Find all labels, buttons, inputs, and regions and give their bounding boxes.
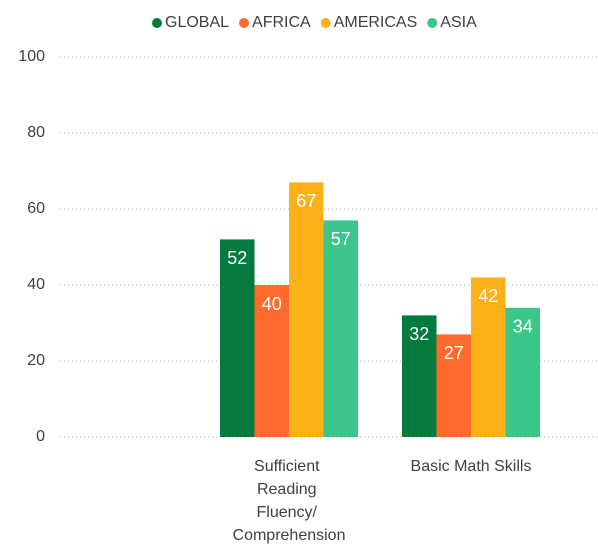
bar <box>471 277 506 437</box>
legend-marker <box>152 18 162 28</box>
y-tick-label: 0 <box>36 428 45 445</box>
value-label: 52 <box>227 248 247 268</box>
y-tick-label: 20 <box>27 352 45 369</box>
value-label: 32 <box>409 324 429 344</box>
legend-marker <box>239 18 250 28</box>
bar <box>402 315 437 437</box>
y-tick-label: 100 <box>18 48 45 65</box>
bar <box>254 285 289 437</box>
legend-label: AMERICAS <box>334 14 418 31</box>
value-label: 67 <box>296 191 316 211</box>
bar <box>505 307 540 437</box>
bar <box>220 239 255 437</box>
value-label: 42 <box>478 286 498 306</box>
legend-label: ASIA <box>440 14 477 31</box>
y-tick-label: 40 <box>27 276 45 293</box>
y-tick-label: 60 <box>27 200 45 217</box>
legend-marker <box>320 18 331 28</box>
value-label: 40 <box>262 294 282 314</box>
bar <box>323 220 358 437</box>
y-tick-label: 80 <box>27 124 45 141</box>
x-tick-label: Basic Math Skills <box>411 458 532 475</box>
legend-label: GLOBAL <box>165 14 229 31</box>
legend-label: AFRICA <box>252 14 311 31</box>
value-label: 27 <box>444 343 464 363</box>
value-label: 57 <box>331 229 351 249</box>
legend-marker <box>427 18 438 28</box>
x-tick-label: Sufficient Reading Fluency/ Comprehensio… <box>233 458 346 544</box>
value-label: 34 <box>513 317 533 337</box>
bar <box>436 334 471 437</box>
bar <box>289 182 324 437</box>
